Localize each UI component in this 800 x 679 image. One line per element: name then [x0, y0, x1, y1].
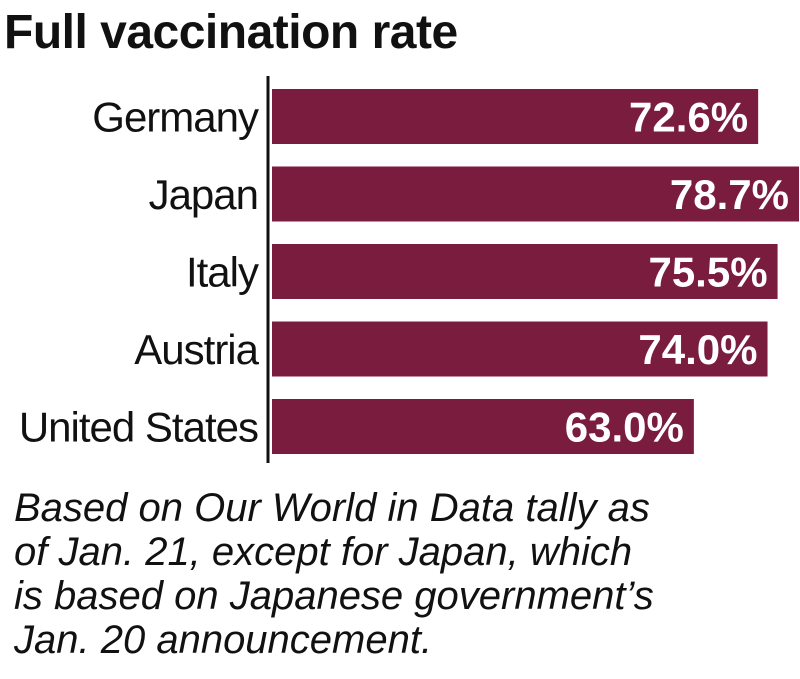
note-line-3: is based on Japanese government’s [14, 574, 794, 618]
value-label-austria: 74.0% [638, 326, 757, 373]
note-line-2: of Jan. 21, except for Japan, which [14, 530, 794, 574]
value-label-japan: 78.7% [670, 171, 789, 218]
note-line-4: Jan. 20 announcement. [14, 618, 794, 662]
value-label-italy: 75.5% [648, 249, 767, 296]
category-label-united-states: United States [19, 404, 258, 451]
note-line-1: Based on Our World in Data tally as [14, 486, 794, 530]
source-note: Based on Our World in Data tally as of J… [14, 486, 794, 662]
value-label-germany: 72.6% [629, 94, 748, 141]
category-label-italy: Italy [186, 249, 259, 296]
category-label-germany: Germany [92, 94, 259, 141]
category-label-austria: Austria [134, 326, 259, 373]
value-label-united-states: 63.0% [565, 404, 684, 451]
bar-chart: Germany 72.6% Japan 78.7% Italy 75.5% Austria 7… [0, 0, 800, 470]
category-label-japan: Japan [149, 171, 258, 218]
